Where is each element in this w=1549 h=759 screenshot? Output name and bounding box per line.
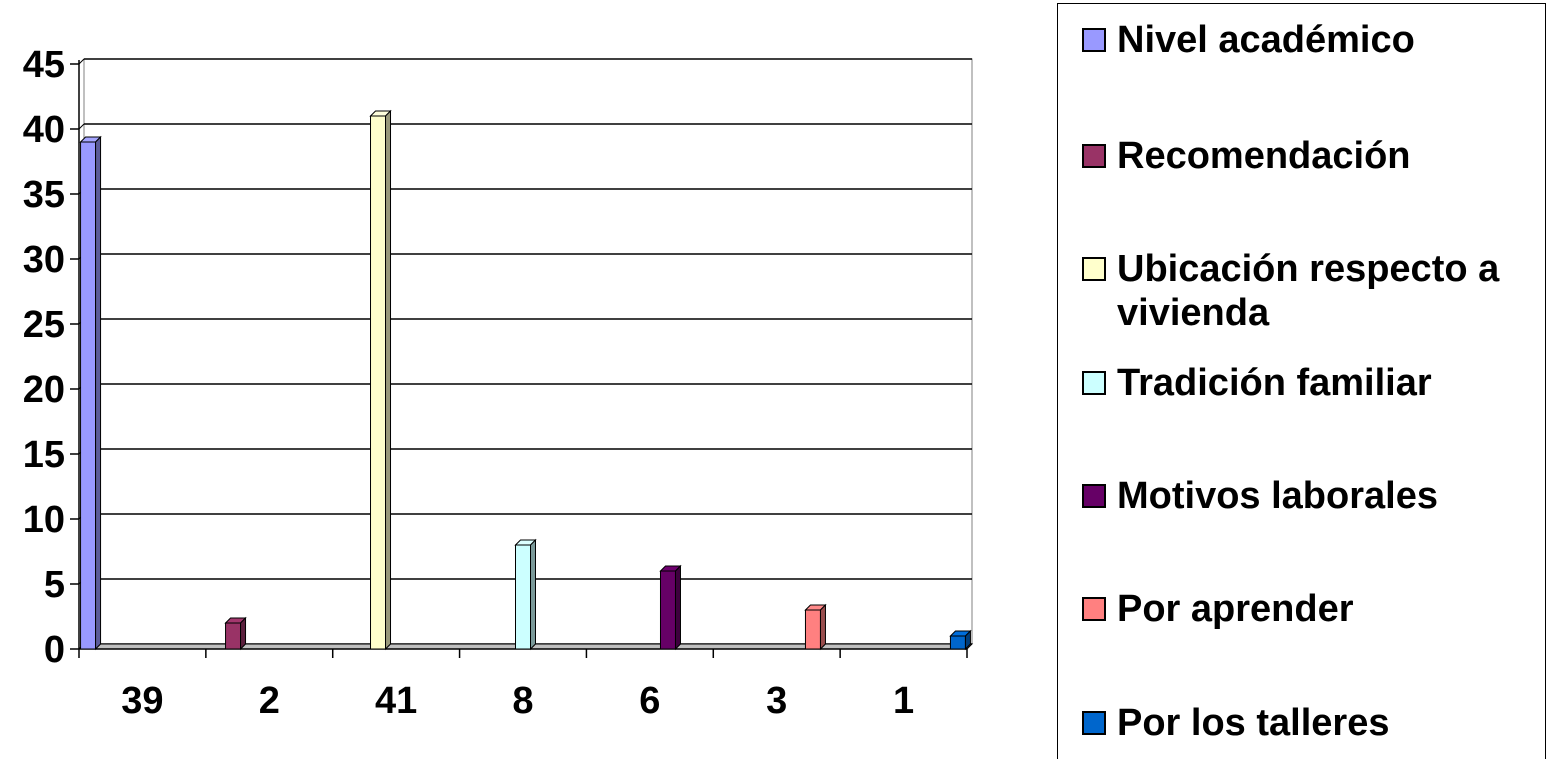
x-tick-label: 1 [893,680,914,722]
y-tick-label: 35 [23,174,65,216]
x-tick-label: 6 [639,680,660,722]
y-tick-label: 25 [23,304,65,346]
legend-label: Por los talleres [1117,702,1390,744]
x-tick-label: 39 [121,680,163,722]
bar-front [225,622,242,650]
legend-label: Por aprender [1117,588,1354,630]
y-tick-label: 30 [23,239,65,281]
y-tick-label: 45 [23,44,65,86]
legend-swatch-icon [1082,257,1106,281]
bar-front [370,115,387,650]
y-tick-label: 15 [23,434,65,476]
bar-tradicion-familiar [514,538,537,651]
bar-side [530,538,536,651]
legend-item-motivos-laborales: Motivos laborales [1082,474,1542,518]
tick-labels: 0 5 10 15 20 25 30 35 40 45 39 2 41 8 6 3 1 [23,44,914,722]
bar-side [385,109,392,651]
legend-swatch-icon [1082,597,1106,621]
bar-por-aprender [804,603,827,651]
legend-swatch-icon [1082,28,1106,52]
legend-item-recomendacion: Recomendación [1082,134,1542,178]
y-tick-label: 10 [23,499,65,541]
legend-item-por-aprender: Por aprender [1082,587,1542,631]
legend-label: Motivos laborales [1117,475,1438,517]
bar-front [804,609,821,650]
x-tick-label: 2 [259,680,280,722]
legend-label: Recomendación [1117,135,1411,177]
legend-item-tradicion-familiar: Tradición familiar [1082,361,1542,405]
bar-chart: 0 5 10 15 20 25 30 35 40 45 39 2 41 8 6 3 1 [23,44,974,722]
x-tick-label: 3 [766,680,787,722]
bar-front [515,544,531,650]
bar-front [80,141,97,650]
x-tick-label: 8 [512,680,533,722]
chart-legend: Nivel académico Recomendación Ubicación … [1057,3,1546,759]
legend-swatch-icon [1082,144,1106,168]
gridline-depth [78,123,85,130]
legend-swatch-icon [1082,484,1106,508]
legend-label: Nivel académico [1117,19,1415,61]
bar-side [95,135,102,651]
bar-side [819,603,826,651]
bar-motivos-laborales [659,564,682,651]
bar-recomendacion [224,616,247,651]
bar-front [949,635,966,650]
legend-label: Tradición familiar [1117,362,1432,404]
y-tick-label: 5 [44,564,65,606]
y-tick-label: 0 [44,629,65,671]
bar-front [659,570,676,650]
bar-nivel-academico [79,135,102,651]
legend-swatch-icon [1082,371,1106,395]
bar-side [240,616,247,651]
legend-swatch-icon [1082,711,1106,735]
legend-label: Ubicación respecto a vivienda [1117,248,1500,334]
bar-side [964,629,971,651]
bar-ubicacion-respecto-a-vivienda [369,109,392,651]
x-tick-label: 41 [375,680,417,722]
bar-side [674,564,681,651]
legend-item-por-los-talleres: Por los talleres [1082,701,1542,745]
y-tick-label: 40 [23,109,65,151]
bars-layer [79,109,972,651]
bar-por-los-talleres [949,629,972,651]
legend-item-ubicacion: Ubicación respecto a vivienda [1082,247,1542,335]
gridline-depth [78,58,85,65]
y-tick-label: 20 [23,369,65,411]
legend-item-nivel-academico: Nivel académico [1082,18,1542,62]
